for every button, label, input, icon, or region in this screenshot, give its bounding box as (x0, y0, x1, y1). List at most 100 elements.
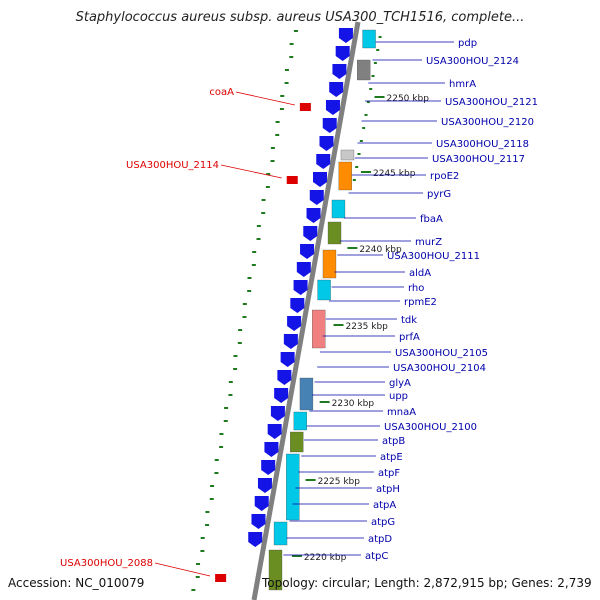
gene-arrow (267, 424, 282, 439)
strand-dot (228, 394, 233, 396)
strand-dot (233, 368, 238, 370)
gene-label: tdk (401, 315, 417, 326)
highlight-connector (220, 164, 282, 179)
gene-arrow (261, 460, 276, 475)
strand-dot (270, 160, 275, 162)
gene-label: prfA (399, 332, 420, 343)
gene-arrow (313, 172, 328, 187)
gene-label: atpF (378, 468, 400, 479)
strand-dot (205, 524, 210, 526)
strand-dot (362, 127, 366, 129)
gene-block (286, 453, 300, 521)
tick-label: 2220 kbp (304, 553, 347, 563)
gene-label: mnaA (387, 407, 416, 418)
tick-label: 2230 kbp (332, 399, 375, 409)
gene-label: USA300HOU_2105 (395, 348, 488, 359)
highlight-label: USA300HOU_2088 (60, 558, 153, 569)
strand-dot (275, 134, 280, 136)
gene-arrow (254, 496, 269, 511)
gene-arrow (264, 442, 279, 457)
tick-label: 2225 kbp (318, 477, 361, 487)
gene-label: USA300HOU_2111 (387, 251, 480, 262)
gene-arrow (296, 262, 311, 277)
gene-arrow (287, 316, 302, 331)
gene-label: atpD (368, 534, 392, 545)
gene-arrow (270, 406, 285, 421)
highlight-gene (215, 574, 227, 582)
gene-block (290, 431, 304, 453)
gene-arrow (283, 334, 298, 349)
strand-dot (378, 36, 382, 38)
strand-dot (289, 43, 294, 45)
strand-dot (373, 62, 377, 64)
strand-dot (266, 173, 271, 175)
highlight-gene (299, 103, 311, 111)
genome-backbone (251, 21, 361, 600)
strand-dot (275, 121, 280, 123)
gene-label: rpoE2 (430, 171, 459, 182)
gene-block (268, 549, 283, 591)
strand-dot (209, 498, 214, 500)
gene-arrow (248, 532, 263, 547)
gene-block (299, 377, 314, 411)
gene-label: fbaA (420, 214, 443, 225)
accession-text: Accession: NC_010079 (8, 576, 145, 590)
gene-arrow (251, 514, 266, 529)
map-title: Staphylococcus aureus subsp. aureus USA3… (75, 10, 525, 25)
strand-dot (219, 433, 224, 435)
gene-label: atpE (380, 452, 403, 463)
gene-arrow (306, 208, 321, 223)
strand-dot (293, 30, 298, 32)
strand-dot (270, 147, 275, 149)
gene-label: USA300HOU_2104 (393, 363, 486, 374)
gene-features (248, 28, 376, 591)
gene-block (293, 411, 307, 431)
gene-label: atpG (371, 517, 395, 528)
tick-label: 2245 kbp (373, 169, 416, 179)
highlight-connector (235, 91, 295, 106)
strand-dot (200, 550, 205, 552)
strand-dot (355, 166, 359, 168)
gene-arrow (277, 370, 292, 385)
gene-block (338, 161, 352, 191)
strand-dot (242, 303, 247, 305)
highlight-label: USA300HOU_2114 (126, 160, 219, 171)
gene-arrow (274, 388, 289, 403)
gene-arrow (303, 226, 318, 241)
gene-arrow (338, 28, 353, 43)
tick-marks: 2250 kbp 2245 kbp 2240 kbp 2235 kbp 2230 kbp… (291, 94, 430, 563)
strand-dot (191, 589, 196, 591)
gene-arrow (316, 154, 331, 169)
gene-arrow (293, 280, 308, 295)
strand-dot (359, 140, 363, 142)
label-connectors (283, 41, 454, 556)
strand-dot (196, 563, 201, 565)
gene-block (312, 309, 326, 349)
strand-dot (214, 472, 219, 474)
strand-dot (228, 381, 233, 383)
strand-dot (284, 69, 289, 71)
strand-dot (251, 264, 256, 266)
tick-label: 2240 kbp (359, 245, 402, 255)
topology-text: Topology: circular; Length: 2,872,915 bp… (262, 576, 592, 590)
strand-dot (214, 459, 219, 461)
gene-label: atpC (365, 551, 388, 562)
strand-dot (224, 407, 229, 409)
gene-label: aldA (409, 268, 431, 279)
gene-label: USA300HOU_2118 (436, 139, 529, 150)
gene-label: pdp (458, 38, 477, 49)
strand-dot (261, 199, 266, 201)
strand-dot (237, 342, 242, 344)
gene-label: USA300HOU_2100 (384, 422, 477, 433)
gene-label: rpmE2 (404, 297, 437, 308)
gene-block (273, 521, 288, 546)
strand-dot (242, 316, 247, 318)
gene-arrow (332, 64, 347, 79)
highlight-label: coaA (209, 87, 234, 98)
tick-label: 2250 kbp (387, 94, 430, 104)
gene-arrow (257, 478, 272, 493)
gene-arrow (309, 190, 324, 205)
strand-dot (364, 114, 368, 116)
strand-dot (238, 329, 243, 331)
